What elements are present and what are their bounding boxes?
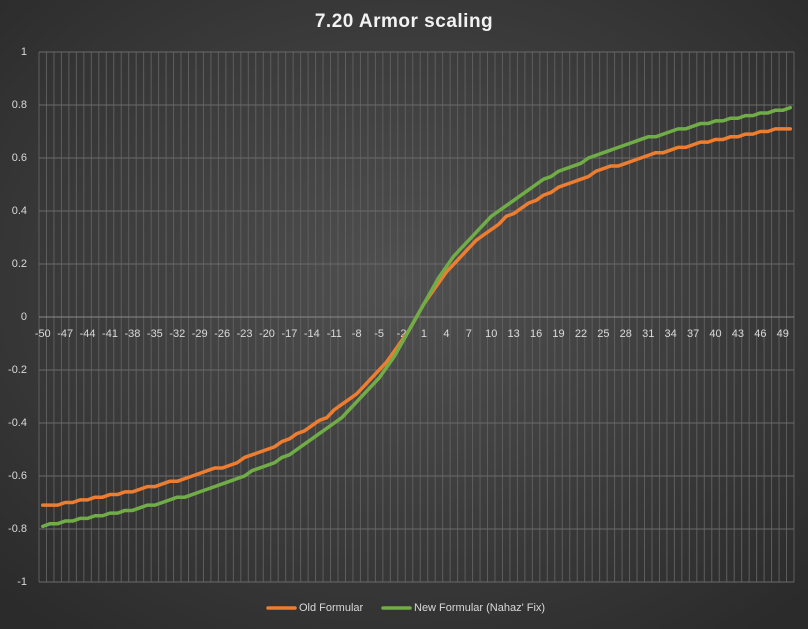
- x-tick-label: -38: [124, 328, 140, 340]
- x-tick-label: 25: [597, 328, 609, 340]
- x-tick-label: 7: [466, 328, 472, 340]
- x-tick-label: 1: [421, 328, 427, 340]
- x-tick-label: -44: [80, 328, 96, 340]
- x-tick-label: 49: [777, 328, 789, 340]
- legend-label: Old Formular: [299, 602, 364, 614]
- x-tick-label: 22: [575, 328, 587, 340]
- x-tick-label: 28: [620, 328, 632, 340]
- x-tick-label: -35: [147, 328, 163, 340]
- x-tick-label: -50: [35, 328, 51, 340]
- y-tick-label: -0.2: [8, 364, 27, 376]
- x-tick-label: -2: [397, 328, 407, 340]
- x-tick-label: 37: [687, 328, 699, 340]
- x-tick-label: 13: [508, 328, 520, 340]
- x-tick-label: 4: [443, 328, 449, 340]
- x-tick-label: 19: [552, 328, 564, 340]
- y-tick-label: -0.8: [8, 523, 27, 535]
- y-tick-label: 0.6: [12, 152, 27, 164]
- x-tick-label: -47: [57, 328, 73, 340]
- y-tick-label: -0.4: [8, 417, 27, 429]
- x-tick-label: -8: [352, 328, 362, 340]
- x-tick-label: 46: [754, 328, 766, 340]
- x-tick-label: 10: [485, 328, 497, 340]
- chart-title: 7.20 Armor scaling: [315, 11, 493, 32]
- y-tick-label: 0.4: [12, 205, 27, 217]
- x-tick-label: -14: [304, 328, 320, 340]
- x-tick-label: 16: [530, 328, 542, 340]
- y-tick-label: 0.2: [12, 258, 27, 270]
- y-tick-label: -1: [17, 576, 27, 588]
- x-tick-label: -32: [169, 328, 185, 340]
- y-tick-label: 1: [21, 46, 27, 58]
- x-tick-label: -41: [102, 328, 118, 340]
- series-line: [40, 105, 793, 529]
- x-tick-label: 31: [642, 328, 654, 340]
- x-tick-label: -29: [192, 328, 208, 340]
- x-tick-label: 40: [709, 328, 721, 340]
- legend-label: New Formular (Nahaz' Fix): [414, 602, 545, 614]
- y-tick-label: 0.8: [12, 99, 27, 111]
- x-tick-label: -20: [259, 328, 275, 340]
- x-tick-label: -26: [214, 328, 230, 340]
- x-tick-label: -5: [374, 328, 384, 340]
- x-tick-label: 43: [732, 328, 744, 340]
- y-tick-label: 0: [21, 311, 27, 323]
- y-tick-label: -0.6: [8, 470, 27, 482]
- x-tick-label: -23: [237, 328, 253, 340]
- x-tick-label: -11: [327, 328, 342, 340]
- x-tick-label: 34: [665, 328, 677, 340]
- x-tick-label: -17: [281, 328, 297, 340]
